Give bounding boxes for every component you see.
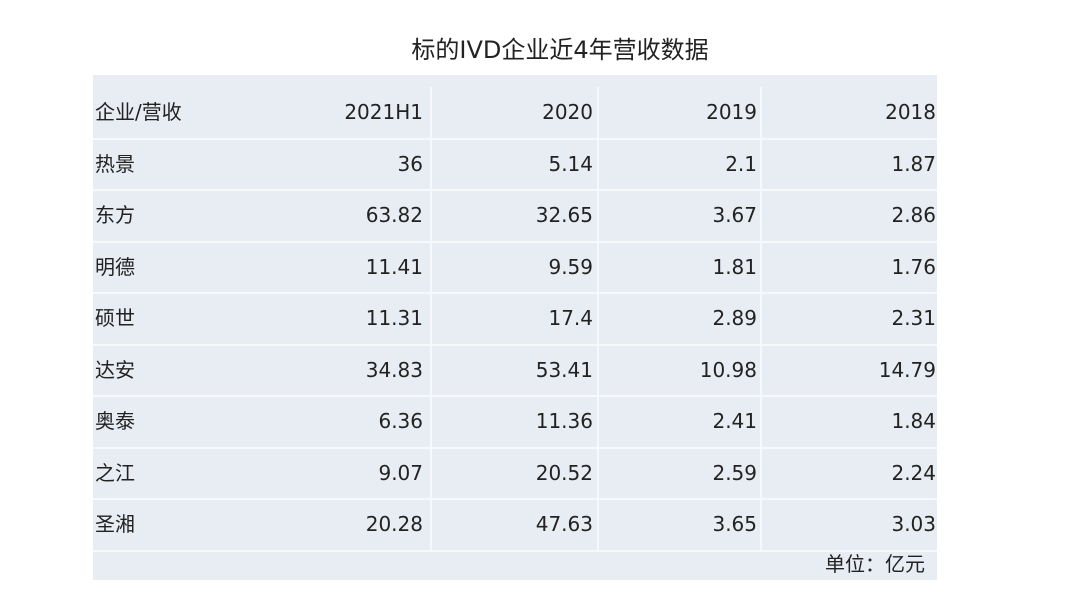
table-cell: 圣湘 [95, 512, 135, 536]
table-cell: 1.81 [712, 254, 757, 279]
table-cell: 10.98 [699, 357, 757, 382]
table-cell: 2.41 [712, 409, 757, 433]
column-separator [597, 87, 599, 551]
table-cell: 5.14 [548, 151, 593, 176]
table-cell: 2.89 [712, 306, 757, 330]
table: 单位：亿元 企业/营收 2021H1 2020 2019 2018 热景 36 5.14 2.1… [93, 75, 937, 580]
table-cell: 之江 [95, 460, 135, 485]
table-cell: 东方 [95, 203, 135, 227]
table-cell: 2.86 [891, 203, 936, 227]
table-cell: 3.65 [712, 512, 757, 536]
table-cell: 11.41 [365, 254, 423, 279]
header-cell: 企业/营收 [95, 100, 182, 124]
row-separator [93, 498, 937, 500]
table-cell: 热景 [95, 151, 135, 176]
table-cell: 32.65 [535, 203, 593, 227]
row-separator [93, 292, 937, 294]
row-separator [93, 446, 937, 449]
table-cell: 奥泰 [95, 409, 135, 433]
table-cell: 达安 [95, 357, 135, 382]
table-cell: 硕世 [95, 306, 135, 330]
header-cell: 2019 [706, 100, 757, 124]
table-cell: 17.4 [548, 306, 593, 330]
table-cell: 36 [397, 151, 423, 176]
table-cell: 20.28 [365, 512, 423, 536]
table-cell: 2.59 [712, 460, 757, 485]
table-cell: 2.31 [891, 306, 936, 330]
table-cell: 1.84 [891, 409, 936, 433]
table-cell: 1.87 [891, 151, 936, 176]
row-separator [93, 395, 937, 397]
header-cell: 2021H1 [344, 100, 423, 124]
table-cell: 2.1 [725, 151, 757, 176]
header-cell: 2020 [542, 100, 593, 124]
table-cell: 1.76 [891, 254, 936, 279]
table-cell: 14.79 [878, 357, 936, 382]
table-cell: 9.59 [548, 254, 593, 279]
row-separator [93, 343, 937, 346]
table-cell: 6.36 [378, 409, 423, 433]
column-separator [760, 87, 762, 551]
table-cell: 47.63 [535, 512, 593, 536]
table-title: 标的IVD企业近4年营收数据 [411, 36, 709, 64]
row-separator [93, 549, 937, 552]
table-cell: 63.82 [365, 203, 423, 227]
table-cell: 20.52 [535, 460, 593, 485]
table-cell: 3.67 [712, 203, 757, 227]
row-separator [93, 189, 937, 191]
table-cell: 11.31 [365, 306, 423, 330]
row-separator [93, 240, 937, 243]
row-separator [93, 137, 937, 140]
unit-note: 单位：亿元 [825, 552, 925, 576]
table-cell: 53.41 [535, 357, 593, 382]
table-cell: 11.36 [535, 409, 593, 433]
table-cell: 3.03 [891, 512, 936, 536]
table-cell: 明德 [95, 254, 135, 279]
column-separator [430, 87, 432, 551]
table-cell: 2.24 [891, 460, 936, 485]
table-cell: 9.07 [378, 460, 423, 485]
header-cell: 2018 [885, 100, 936, 124]
table-cell: 34.83 [365, 357, 423, 382]
